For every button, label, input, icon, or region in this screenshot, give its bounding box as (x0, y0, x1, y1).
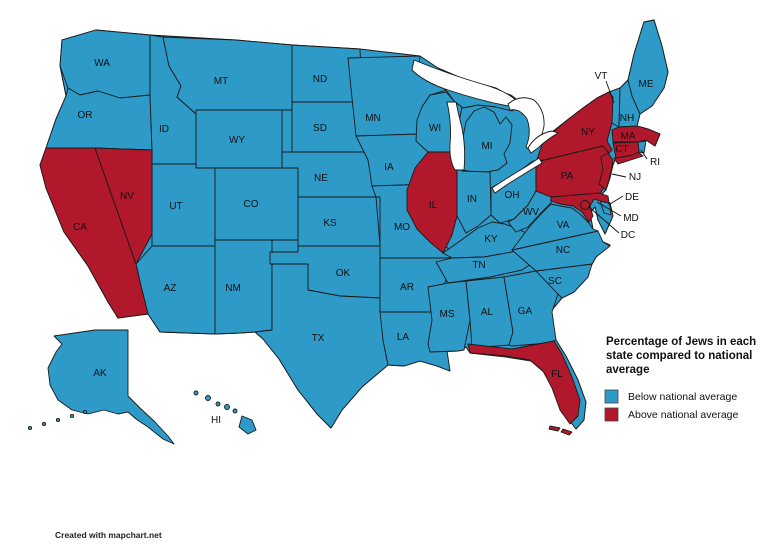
state-nj[interactable] (598, 152, 614, 191)
label-pa: PA (561, 171, 574, 182)
label-il: IL (429, 200, 438, 211)
label-ny: NY (581, 127, 595, 138)
state-tx[interactable] (254, 263, 389, 429)
state-hi[interactable] (193, 390, 257, 435)
label-ma: MA (621, 131, 636, 142)
label-nj: NJ (629, 172, 641, 183)
label-ak: AK (93, 368, 107, 379)
label-id: ID (159, 124, 169, 135)
label-az: AZ (164, 283, 177, 294)
footer-credit: Created with mapchart.net (55, 530, 162, 540)
label-ne: NE (314, 173, 328, 184)
label-de: DE (625, 192, 639, 203)
label-sd: SD (313, 123, 327, 134)
state-mi[interactable] (461, 106, 513, 174)
state-ak[interactable] (47, 329, 175, 445)
state-nm[interactable] (214, 239, 273, 335)
label-sc: SC (548, 276, 562, 287)
label-mo: MO (394, 222, 410, 233)
label-dc: DC (621, 230, 635, 241)
label-oh: OH (505, 190, 520, 201)
leader-de (609, 195, 624, 205)
label-mi: MI (481, 141, 492, 152)
state-labels: WA OR CA NV ID MT WY UT CO AZ NM ND SD N… (73, 58, 660, 426)
states-above-group (39, 91, 661, 436)
leader-dc (588, 206, 620, 234)
state-me[interactable] (627, 19, 669, 115)
legend-label-below: Below national average (628, 391, 737, 403)
legend-label-above: Above national average (628, 409, 738, 421)
ak-aleutian-islands (27, 409, 88, 431)
great-lakes (411, 59, 559, 194)
state-dc[interactable] (580, 200, 590, 210)
label-ms: MS (440, 309, 455, 320)
label-md: MD (623, 213, 639, 224)
legend: Percentage of Jews in each state compare… (604, 336, 756, 422)
label-wv: WV (523, 207, 539, 218)
state-ut[interactable] (151, 163, 216, 247)
state-va[interactable] (511, 203, 599, 251)
legend-title-line2: state compared to national (606, 350, 752, 362)
label-nv: NV (120, 191, 134, 202)
label-ri: RI (650, 157, 660, 168)
leader-ri (640, 149, 648, 160)
label-nc: NC (556, 245, 570, 256)
label-vt: VT (595, 71, 608, 82)
label-ks: KS (323, 218, 337, 229)
fl-keys (548, 425, 561, 432)
label-wy: WY (229, 135, 245, 146)
state-nv[interactable] (94, 147, 153, 265)
label-fl: FL (551, 369, 563, 380)
legend-title-line1: Percentage of Jews in each (606, 336, 756, 348)
leader-nj (611, 173, 627, 178)
lake-ontario (527, 130, 559, 154)
state-ms[interactable] (427, 280, 471, 353)
leader-lines (588, 80, 648, 234)
label-ct: CT (615, 144, 628, 155)
label-wa: WA (94, 58, 110, 69)
states-below-group (27, 19, 669, 445)
label-ar: AR (400, 282, 414, 293)
label-ok: OK (336, 268, 351, 279)
state-md[interactable] (550, 192, 610, 223)
label-me: ME (639, 79, 654, 90)
lake-michigan (446, 101, 466, 171)
label-hi: HI (211, 415, 221, 426)
label-mn: MN (365, 113, 381, 124)
label-ut: UT (169, 201, 182, 212)
state-ks[interactable] (297, 196, 381, 247)
state-in[interactable] (456, 164, 492, 234)
label-ca: CA (73, 222, 87, 233)
fl-keys-2 (560, 428, 573, 436)
label-al: AL (481, 307, 494, 318)
label-or: OR (78, 110, 93, 121)
label-la: LA (397, 332, 410, 343)
lake-erie (491, 157, 543, 194)
leader-md (596, 201, 622, 217)
leader-vt (605, 80, 615, 104)
label-ga: GA (518, 306, 533, 317)
label-in: IN (467, 194, 477, 205)
label-nm: NM (225, 283, 241, 294)
label-ia: IA (384, 162, 394, 173)
state-nc[interactable] (511, 230, 611, 272)
label-mt: MT (214, 76, 228, 87)
label-tn: TN (472, 260, 485, 271)
state-ma[interactable] (611, 125, 661, 147)
legend-swatch-above (604, 407, 619, 422)
label-ky: KY (484, 234, 498, 245)
legend-swatch-below (604, 389, 619, 404)
label-co: CO (244, 199, 259, 210)
label-nd: ND (313, 74, 327, 85)
label-wi: WI (429, 123, 441, 134)
label-nh: NH (620, 113, 634, 124)
label-va: VA (557, 220, 570, 231)
state-fl[interactable] (467, 340, 581, 425)
label-tx: TX (312, 333, 325, 344)
legend-title-line3: average (606, 364, 649, 376)
state-ct[interactable] (612, 141, 640, 159)
